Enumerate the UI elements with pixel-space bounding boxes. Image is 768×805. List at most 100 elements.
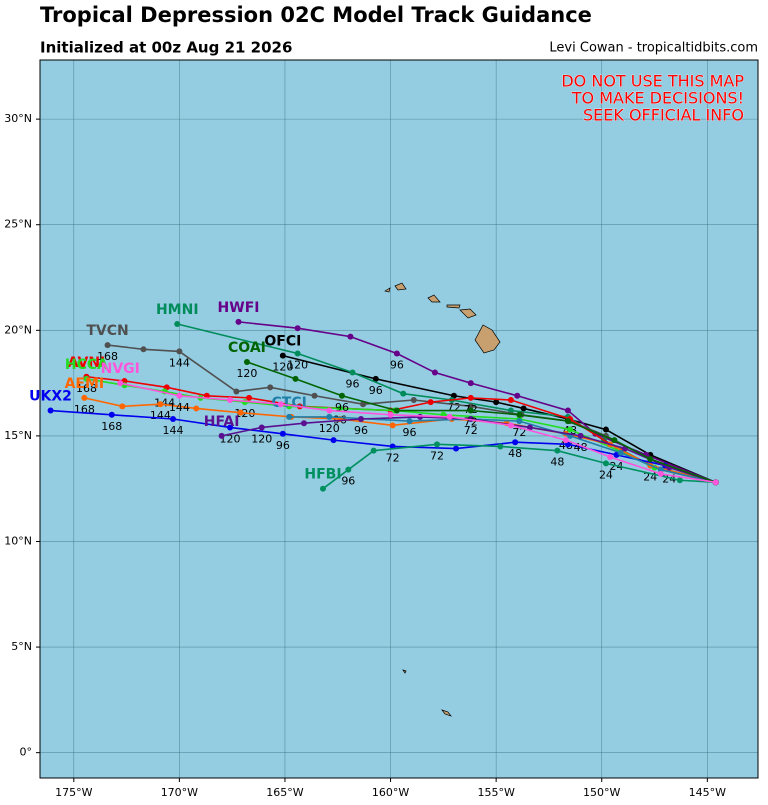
x-tick-label: 170°W <box>161 786 198 799</box>
track-point <box>119 403 126 410</box>
track-point <box>507 422 514 429</box>
track-point <box>607 454 614 461</box>
track-point <box>279 430 286 437</box>
track-point <box>311 392 318 399</box>
island <box>446 304 461 309</box>
credit: Levi Cowan - tropicaltidbits.com <box>549 41 758 56</box>
track-point <box>294 325 301 332</box>
warning-line: SEEK OFFICIAL INFO <box>583 106 744 125</box>
track-point <box>427 399 434 406</box>
x-tick-label: 145°W <box>689 786 726 799</box>
track-point <box>227 424 234 431</box>
model-label: UKX2 <box>29 389 72 405</box>
track-point <box>567 426 574 433</box>
track-point <box>176 348 183 355</box>
y-tick-label: 0° <box>20 746 33 759</box>
x-tick-label: 165°W <box>266 786 303 799</box>
track-point <box>602 426 609 433</box>
model-label: HFAI <box>204 414 240 430</box>
island <box>459 308 477 319</box>
hour-label: 72 <box>464 416 478 429</box>
warning-line: DO NOT USE THIS MAP <box>561 72 744 91</box>
track-point <box>349 369 356 376</box>
track-point <box>526 424 533 431</box>
track-line <box>246 361 717 484</box>
track-point <box>393 407 400 414</box>
track-point <box>326 413 333 420</box>
hour-label: 168 <box>97 350 118 363</box>
track-point <box>237 409 244 416</box>
track-point <box>516 411 523 418</box>
chart-subtitle: Initialized at 00z Aug 21 2026 <box>40 39 292 57</box>
track-point <box>243 358 250 365</box>
track-point <box>336 405 343 412</box>
track-point <box>233 388 240 395</box>
track-point <box>434 441 441 448</box>
track-point <box>410 396 417 403</box>
track-point <box>347 333 354 340</box>
hour-label: 120 <box>287 359 308 372</box>
track-point <box>330 437 337 444</box>
track-point <box>446 413 453 420</box>
track-point <box>467 394 474 401</box>
track-point <box>117 380 124 387</box>
track-point <box>554 447 561 454</box>
x-tick-label: 155°W <box>477 786 514 799</box>
island <box>427 294 441 303</box>
x-tick-label: 150°W <box>583 786 620 799</box>
track-point <box>389 422 396 429</box>
hour-label: 144 <box>150 409 171 422</box>
track-point <box>431 369 438 376</box>
hour-label: 168 <box>76 382 97 395</box>
track-point <box>104 342 111 349</box>
island <box>474 324 501 354</box>
track-point <box>577 432 584 439</box>
track-point <box>319 485 326 492</box>
hour-label: 72 <box>430 449 444 462</box>
track-point <box>357 416 364 422</box>
track-point <box>647 456 654 463</box>
model-label: CTCI <box>272 395 307 411</box>
track-point <box>258 424 265 431</box>
track-point <box>602 460 609 467</box>
track-point <box>400 390 407 397</box>
hour-label: 96 <box>341 475 355 488</box>
y-tick-label: 10°N <box>4 534 32 547</box>
hour-label: 24 <box>599 468 613 481</box>
x-tick-label: 160°W <box>372 786 409 799</box>
hour-label: 120 <box>251 432 272 445</box>
hour-label: 48 <box>508 447 522 460</box>
track-point <box>338 392 345 399</box>
track-point <box>514 392 521 399</box>
track-point <box>227 396 234 403</box>
track-point <box>345 466 352 473</box>
hour-label: 120 <box>236 367 257 380</box>
track-point <box>83 375 90 382</box>
plot-layer: 7296120OFCI96HWFI2496120HMNI144168TVCN48… <box>29 60 758 778</box>
track-point <box>406 418 413 425</box>
track-point <box>246 394 253 401</box>
track-point <box>360 401 367 408</box>
model-label: HWFI <box>218 300 260 316</box>
track-point <box>564 407 571 414</box>
track-point <box>467 403 474 410</box>
model-label: HFBI <box>304 467 341 483</box>
hour-label: 168 <box>101 420 122 433</box>
track-point <box>493 399 500 406</box>
track-point <box>292 375 299 382</box>
track-line <box>120 382 716 484</box>
track-point <box>170 416 177 422</box>
hour-label: 120 <box>272 361 293 374</box>
track-point <box>393 350 400 357</box>
y-tick-label: 15°N <box>4 429 32 442</box>
track-point <box>417 413 424 420</box>
track-point <box>617 449 624 456</box>
track-point <box>372 375 379 382</box>
track-point <box>657 470 664 477</box>
track-point <box>564 418 571 425</box>
track-point <box>657 466 664 473</box>
island <box>394 282 407 291</box>
track-point <box>235 318 242 325</box>
